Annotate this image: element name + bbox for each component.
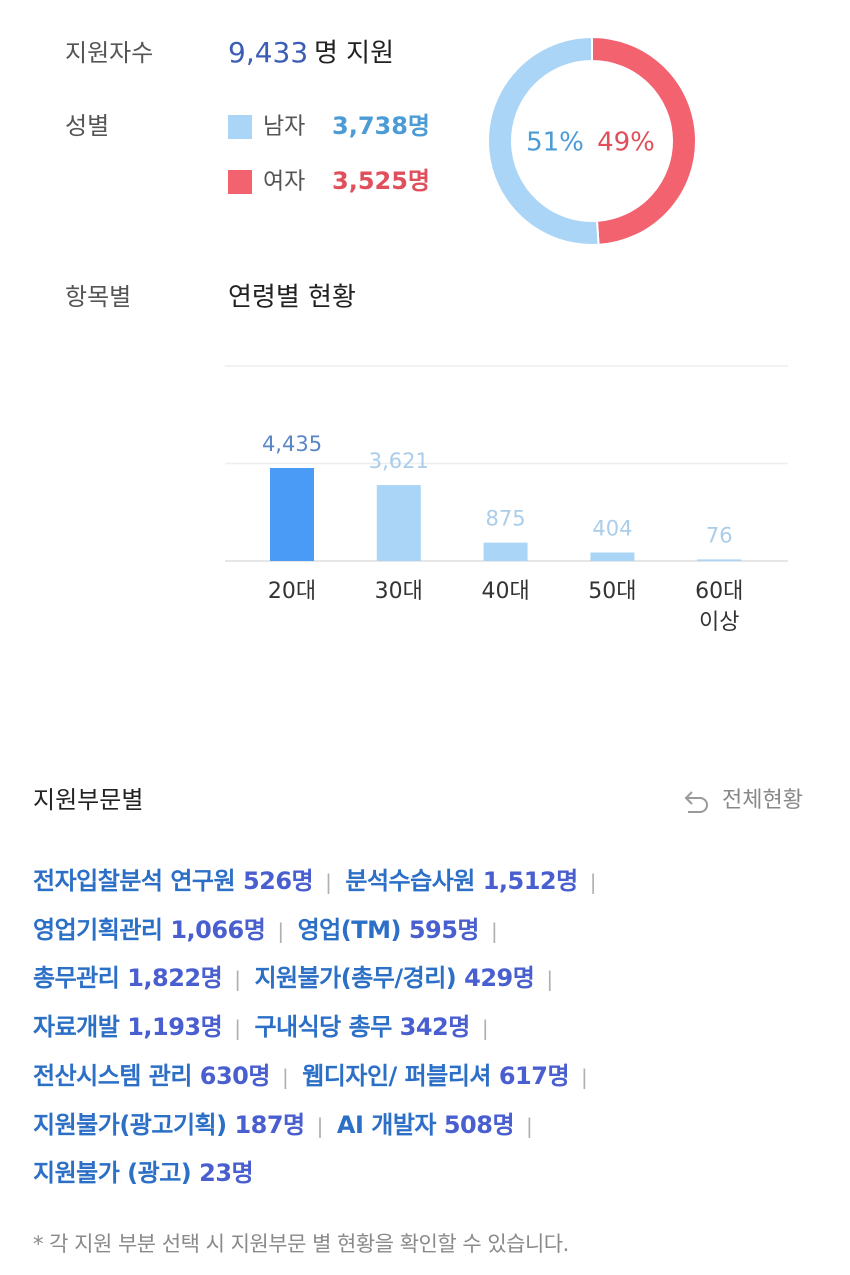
department-name: 분석수습사원 [345, 867, 475, 895]
separator: | [277, 918, 284, 943]
separator: | [234, 967, 241, 992]
bar [376, 485, 421, 561]
department-item[interactable]: 지원불가(총무/경리) 429명 [254, 964, 534, 992]
x-tick-label: 20대 [268, 579, 316, 604]
x-tick-label: 50대 [588, 579, 636, 604]
separator: | [491, 918, 498, 943]
separator: | [546, 967, 553, 992]
department-count: 630명 [199, 1061, 271, 1090]
department-item[interactable]: 전산시스템 관리 630명 [33, 1062, 270, 1090]
separator: | [325, 870, 332, 894]
bar-value: 404 [592, 517, 632, 541]
separator: | [281, 1064, 289, 1089]
department-count: 187명 [234, 1110, 305, 1139]
bar-value: 875 [486, 507, 526, 531]
department-item[interactable]: AI 개발자 508명 [336, 1110, 515, 1139]
summary: 지원자수 9,433 명 지원 성별 항목별 연령별 현황 남자 3,738명여자… [65, 35, 788, 635]
gender-label: 성별 [65, 112, 109, 140]
department-name: 구내식당 총무 [254, 1013, 392, 1042]
x-tick-label: 60대 이상 [695, 579, 743, 635]
separator: | [589, 870, 597, 894]
department-item[interactable]: 총무관리 1,822명 [33, 964, 223, 993]
department-name: 전자입찰분석 연구원 [33, 867, 236, 895]
bar-value: 4,435 [262, 432, 322, 456]
department-name: 지원불가(광고기획) [33, 1110, 227, 1139]
department-name: 전산시스템 관리 [33, 1061, 192, 1090]
department-name: 자료개발 [33, 1013, 120, 1042]
applicants-unit: 명 지원 [314, 39, 394, 69]
department-item[interactable]: 웹디자인/ 퍼블리셔 617명 [302, 1062, 569, 1090]
department-name: 총무관리 [33, 964, 120, 993]
bar-title: 연령별 현황 [228, 283, 356, 313]
department-name: 영업(TM) [297, 915, 402, 944]
department-count: 1,512명 [482, 867, 579, 895]
separator: | [234, 1016, 241, 1041]
department-item[interactable]: 구내식당 총무 342명 [254, 1013, 471, 1042]
department-count: 429명 [464, 964, 535, 993]
legend-label: 여자 [263, 169, 305, 195]
department-item[interactable]: 지원불가(광고기획) 187명 [33, 1111, 305, 1139]
department-count: 23명 [199, 1159, 254, 1188]
legend-swatch [228, 170, 252, 194]
x-tick-label: 30대 [375, 579, 423, 604]
separator: | [481, 1016, 489, 1041]
bar [590, 552, 635, 561]
department-item[interactable]: 전자입찰분석 연구원 526명 [33, 867, 314, 895]
department-count: 1,066명 [170, 915, 266, 944]
department-item[interactable]: 분석수습사원 1,512명 [345, 867, 579, 895]
separator: | [581, 1064, 588, 1089]
bar-value: 76 [706, 523, 733, 547]
department-name: 웹디자인/ 퍼블리셔 [302, 1061, 491, 1090]
category-label: 항목별 [65, 283, 131, 311]
department-item[interactable]: 지원불가 (광고) 23명 [33, 1159, 254, 1188]
department-count: 1,193명 [127, 1013, 223, 1042]
legend-swatch [228, 115, 252, 139]
applicants-count: 9,433 [228, 36, 308, 69]
department-item[interactable]: 영업기획관리 1,066명 [33, 915, 266, 944]
department-count: 508명 [443, 1110, 515, 1139]
department-count: 1,822명 [127, 964, 223, 993]
donut-slice [487, 35, 600, 246]
bar [270, 468, 314, 561]
bar [483, 542, 528, 561]
department-count: 595명 [408, 915, 480, 944]
department-name: 지원불가 (광고) [33, 1159, 192, 1188]
department-name: 영업기획관리 [33, 915, 163, 944]
separator: | [526, 1113, 533, 1138]
department-item[interactable]: 자료개발 1,193명 [33, 1013, 223, 1042]
department-count: 342명 [399, 1013, 471, 1042]
legend-count: 3,738명 [332, 112, 430, 140]
department-count: 617명 [498, 1061, 570, 1090]
donut-label: 49% [597, 128, 655, 158]
department-name: AI 개발자 [336, 1110, 437, 1139]
department-list: 전자입찰분석 연구원 526명 | 분석수습사원 1,512명 | 영업기획관리 1,0… [33, 858, 833, 1198]
department-name: 지원불가(총무/경리) [254, 964, 457, 993]
separator: | [316, 1113, 324, 1138]
department-count: 526명 [242, 867, 314, 895]
applicants-label: 지원자수 [65, 39, 153, 67]
bar-value: 3,621 [369, 449, 429, 473]
legend-label: 남자 [263, 114, 305, 140]
department-item[interactable]: 영업(TM) 595명 [297, 915, 480, 944]
donut-label: 51% [526, 128, 584, 158]
bar [697, 559, 742, 561]
x-tick-label: 40대 [481, 579, 529, 604]
footnote: * 각 지원 부분 선택 시 지원부문 별 현황을 확인할 수 있습니다. [33, 1232, 569, 1256]
legend-count: 3,525명 [332, 167, 430, 195]
